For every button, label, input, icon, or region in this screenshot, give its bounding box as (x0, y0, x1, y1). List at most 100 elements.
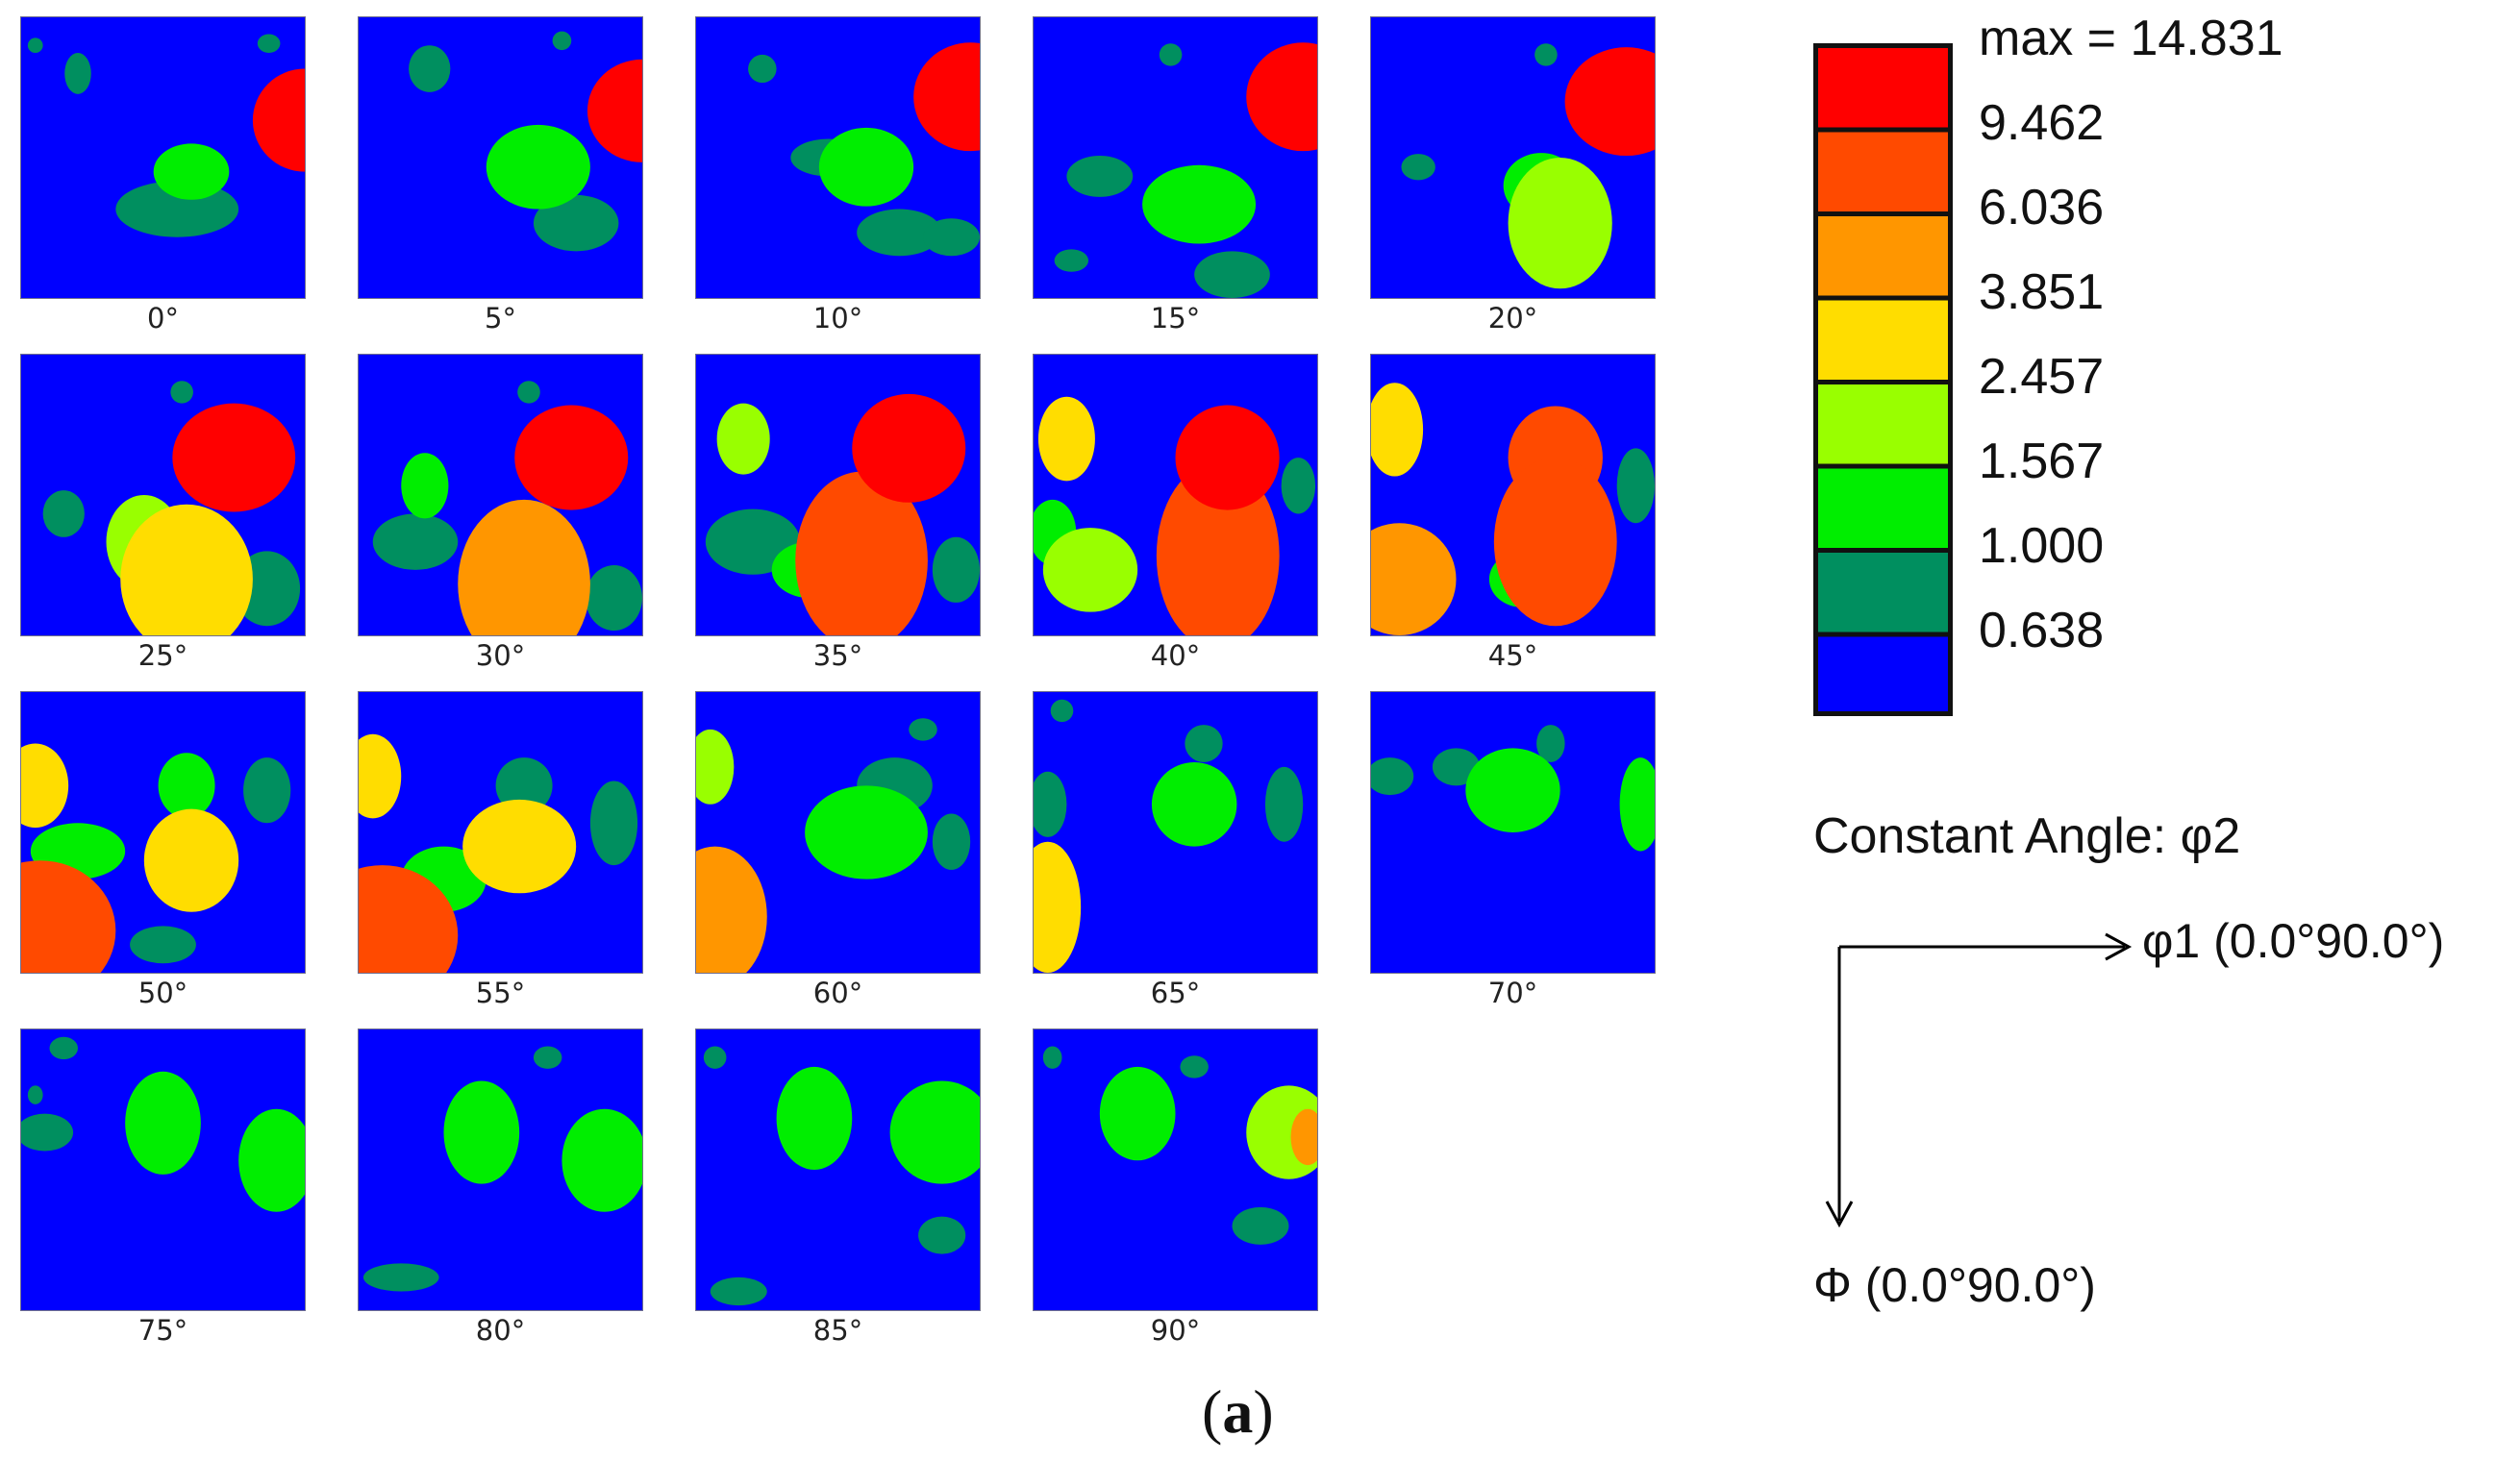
section-label-25: 25° (137, 639, 188, 672)
Phi-arrowhead (1825, 1201, 1854, 1228)
legend-band-3 (1815, 213, 1951, 296)
odf-contour-level-0 (852, 393, 966, 503)
odf-contour-level-6 (918, 1216, 966, 1254)
section-label-35: 35° (812, 639, 863, 672)
legend-separator (1813, 380, 1953, 384)
legend-max-label: max = 14.831 (1979, 11, 2283, 66)
legend-level-1: 9.462 (1979, 95, 2105, 151)
odf-contour-level-6 (1180, 1055, 1209, 1078)
section-label-70: 70° (1487, 977, 1538, 1009)
odf-contour-level-6 (748, 54, 777, 84)
odf-contour-level-4 (716, 403, 770, 475)
odf-contour-level-6 (857, 209, 942, 257)
section-label-75: 75° (137, 1314, 188, 1347)
odf-contour-level-6 (1042, 1046, 1062, 1069)
legend-level-6: 1.000 (1979, 518, 2105, 574)
legend-level-5: 1.567 (1979, 434, 2105, 489)
odf-section-plot (1371, 692, 1655, 973)
odf-section-plot (359, 17, 642, 298)
odf-section-50 (20, 691, 306, 974)
odf-contour-level-6 (703, 1046, 727, 1069)
odf-contour-level-6 (552, 31, 572, 51)
odf-contour-level-6 (130, 926, 196, 964)
section-label-60: 60° (812, 977, 863, 1009)
legend-level-3: 3.851 (1979, 264, 2105, 320)
odf-section-plot (1034, 17, 1317, 298)
odf-section-plot (696, 692, 980, 973)
odf-section-plot (21, 355, 305, 635)
odf-contour-level-6 (27, 1085, 43, 1104)
odf-contour-level-6 (409, 45, 451, 92)
legend-border (1948, 43, 1953, 716)
odf-section-plot (696, 355, 980, 635)
odf-section-15 (1033, 16, 1318, 299)
odf-contour-level-6 (27, 37, 43, 53)
odf-section-55 (358, 691, 643, 974)
odf-contour-level-6 (170, 381, 193, 404)
odf-contour-level-6 (1432, 748, 1481, 786)
odf-section-plot (1371, 355, 1655, 635)
odf-contour-level-3 (359, 733, 402, 819)
odf-contour-level-6 (1264, 766, 1304, 842)
odf-contour-level-6 (243, 757, 291, 824)
odf-contour-level-2 (696, 846, 767, 973)
odf-section-0 (20, 16, 306, 299)
legend-separator (1813, 463, 1953, 469)
figure-caption: (a) (1202, 1377, 1274, 1446)
odf-contour-level-5 (238, 1108, 305, 1212)
section-label-0: 0° (147, 302, 179, 335)
odf-contour-level-6 (533, 1046, 562, 1069)
odf-contour-level-0 (1175, 405, 1280, 510)
odf-contour-level-6 (1066, 156, 1134, 197)
odf-section-plot (1371, 17, 1655, 298)
color-legend (1813, 43, 1953, 716)
odf-contour-level-1 (1156, 461, 1280, 635)
odf-contour-level-0 (586, 59, 642, 162)
odf-contour-level-6 (1534, 43, 1558, 66)
odf-contour-level-6 (1616, 448, 1655, 524)
section-label-5: 5° (485, 302, 516, 335)
odf-section-70 (1370, 691, 1656, 974)
legend-band-4 (1815, 297, 1951, 380)
odf-contour-level-1 (795, 471, 928, 635)
odf-contour-level-4 (696, 729, 735, 805)
odf-contour-level-6 (1536, 725, 1565, 762)
odf-contour-level-5 (818, 127, 914, 207)
odf-section-80 (358, 1028, 643, 1311)
odf-contour-level-6 (1159, 43, 1183, 66)
odf-contour-level-6 (64, 52, 91, 94)
odf-contour-level-1 (21, 860, 116, 973)
odf-contour-level-3 (1037, 396, 1095, 482)
legend-separator (1813, 711, 1953, 716)
legend-separator (1813, 295, 1953, 301)
legend-level-4: 2.457 (1979, 349, 2105, 405)
odf-section-plot (21, 17, 305, 298)
odf-contour-level-6 (533, 194, 619, 252)
section-label-85: 85° (812, 1314, 863, 1347)
odf-contour-level-2 (1290, 1108, 1317, 1166)
section-label-15: 15° (1150, 302, 1201, 335)
odf-contour-level-6 (589, 781, 638, 866)
odf-contour-level-5 (805, 785, 928, 880)
odf-contour-level-5 (158, 753, 215, 819)
odf-contour-level-5 (1142, 164, 1257, 244)
odf-contour-level-5 (1619, 757, 1655, 852)
phi1-arrowhead (2105, 932, 2133, 961)
odf-contour-level-0 (172, 403, 296, 512)
legend-separator (1813, 632, 1953, 637)
section-label-55: 55° (475, 977, 526, 1009)
odf-section-20 (1370, 16, 1656, 299)
odf-contour-level-6 (923, 218, 980, 257)
odf-contour-level-6 (1050, 699, 1074, 723)
odf-contour-level-4 (1042, 528, 1138, 612)
odf-contour-level-6 (586, 565, 642, 632)
odf-contour-level-5 (1465, 748, 1560, 832)
odf-contour-level-6 (1054, 249, 1089, 272)
odf-section-35 (695, 354, 981, 636)
odf-contour-level-6 (1232, 1206, 1289, 1245)
odf-section-plot (21, 692, 305, 973)
odf-section-90 (1033, 1028, 1318, 1311)
legend-separator (1813, 211, 1953, 216)
odf-contour-level-1 (359, 865, 459, 973)
caption-letter: a (1222, 1377, 1254, 1446)
